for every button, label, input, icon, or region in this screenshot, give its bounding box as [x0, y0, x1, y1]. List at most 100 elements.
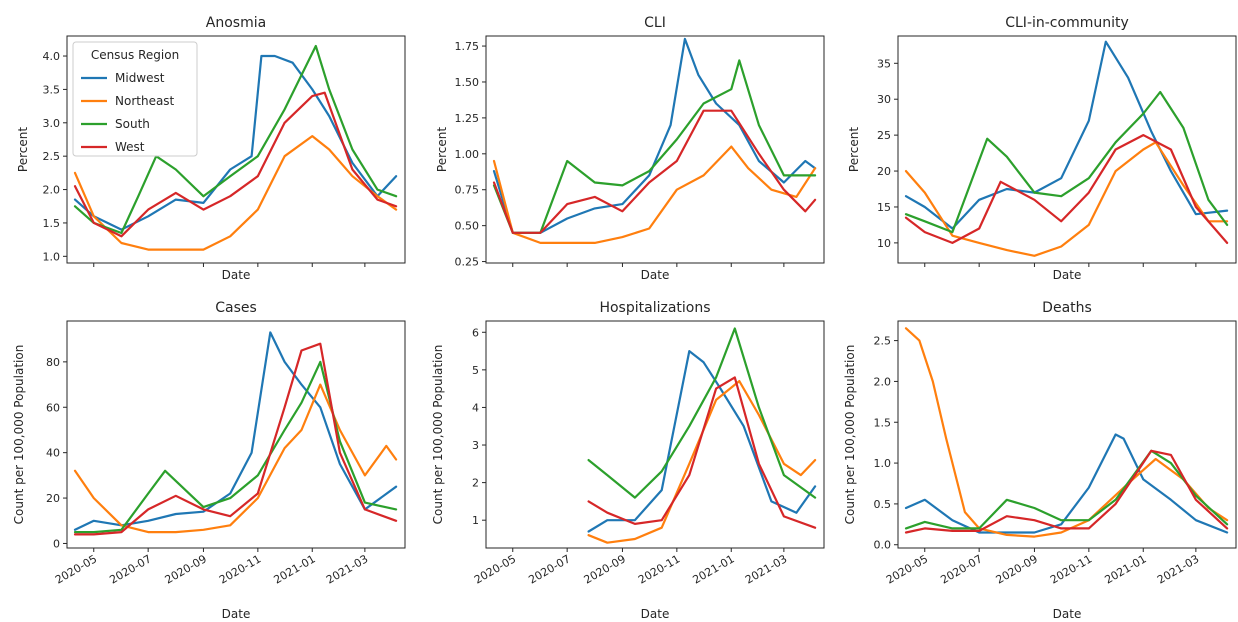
- x-axis-label: Date: [641, 268, 670, 282]
- y-axis-label: Count per 100,000 Population: [843, 345, 857, 525]
- series-line-midwest: [73, 331, 398, 531]
- y-tick-label: 1.25: [455, 112, 480, 125]
- x-tick-label: 2020-07: [526, 552, 572, 586]
- y-tick-label: 30: [877, 93, 891, 106]
- panel-cases: Cases 0 20 40 60 80 2020-05 2020-07 2020-09 2020-…: [12, 300, 406, 621]
- panel-title: CLI: [644, 15, 666, 31]
- y-tick-label: 1.00: [455, 148, 480, 161]
- series-line-west: [904, 449, 1229, 534]
- y-tick-label: 0.0: [874, 539, 892, 552]
- x-tick-label: 2021-01: [1102, 552, 1148, 586]
- x-tick-label: 2020-11: [1048, 552, 1094, 586]
- x-axis-label: Date: [1053, 268, 1082, 282]
- series-line-west: [492, 109, 817, 234]
- panel-anosmia: Anosmia 1.0 1.5 2.0 2.5 3.0 3.5 4.0 Date Percent: [16, 15, 406, 282]
- x-tick-label: 2020-11: [636, 552, 682, 586]
- x-axis-label: Date: [222, 268, 251, 282]
- panel-title: Anosmia: [206, 15, 266, 31]
- series-line-south: [904, 90, 1229, 234]
- plot-frame: [66, 320, 406, 549]
- series-line-northeast: [587, 380, 817, 544]
- y-tick-label: 2.5: [43, 150, 61, 163]
- series-line-south: [73, 44, 398, 235]
- y-tick-label: 0: [53, 537, 60, 550]
- y-tick-label: 20: [877, 165, 891, 178]
- series-line-south: [73, 360, 398, 534]
- panel-deaths: Deaths 0.0 0.5 1.0 1.5 2.0 2.5 2020-05 2020-07 20…: [843, 300, 1237, 621]
- series-line-northeast: [904, 327, 1229, 538]
- y-tick-label: 1.75: [455, 40, 480, 53]
- y-tick-label: 80: [46, 356, 60, 369]
- x-tick-label: 2020-05: [884, 552, 930, 586]
- y-tick-label: 0.75: [455, 184, 480, 197]
- series-line-south: [492, 59, 817, 234]
- series-line-midwest: [904, 433, 1229, 534]
- y-tick-label: 5: [472, 364, 479, 377]
- y-tick-label: 0.50: [455, 220, 480, 233]
- x-axis-label: Date: [1053, 607, 1082, 621]
- legend: Census Region Midwest Northeast South West: [72, 41, 198, 157]
- x-tick-label: 2021-03: [1155, 552, 1201, 586]
- y-axis-label: Count per 100,000 Population: [12, 345, 26, 525]
- x-axis-label: Date: [641, 607, 670, 621]
- y-tick-label: 3.5: [43, 83, 61, 96]
- x-tick-label: 2020-11: [217, 552, 263, 586]
- x-tick-label: 2020-09: [163, 552, 209, 586]
- panel-hospitalizations: Hospitalizations 1 2 3 4 5 6 2020-05 2020-07 2020…: [431, 300, 825, 621]
- plot-frame: [485, 320, 825, 549]
- x-axis-label: Date: [222, 607, 251, 621]
- series-line-west: [587, 376, 817, 529]
- series-line-northeast: [73, 135, 398, 251]
- series-line-west: [73, 342, 398, 536]
- y-tick-label: 1.5: [43, 217, 61, 230]
- x-tick-label: 2021-01: [690, 552, 736, 586]
- panel-title: Deaths: [1042, 300, 1092, 316]
- series-line-west: [73, 91, 398, 238]
- y-tick-label: 2.5: [874, 335, 892, 348]
- y-tick-label: 1.0: [874, 457, 892, 470]
- legend-label-south: South: [115, 117, 150, 131]
- y-tick-label: 4: [472, 401, 479, 414]
- plot-frame: [897, 35, 1237, 264]
- legend-label-west: West: [115, 140, 145, 154]
- x-tick-label: 2020-07: [107, 552, 153, 586]
- series-line-midwest: [904, 40, 1229, 230]
- panel-title: Cases: [215, 300, 257, 316]
- y-axis-label: Percent: [847, 127, 861, 172]
- y-tick-label: 3: [472, 439, 479, 452]
- panel-cli-in-community: CLI-in-community 10 15 20 25 30 35 Date Percent: [847, 15, 1237, 282]
- x-tick-label: 2020-05: [53, 552, 99, 586]
- y-tick-label: 3.0: [43, 117, 61, 130]
- series-line-midwest: [492, 37, 817, 234]
- y-tick-label: 35: [877, 57, 891, 70]
- series-line-south: [904, 449, 1229, 530]
- series-line-midwest: [587, 350, 817, 533]
- y-tick-label: 1: [472, 514, 479, 527]
- plot-frame: [897, 320, 1237, 549]
- y-tick-label: 20: [46, 492, 60, 505]
- y-axis-label: Percent: [16, 127, 30, 172]
- y-tick-label: 0.5: [874, 498, 892, 511]
- y-tick-label: 4.0: [43, 50, 61, 63]
- x-tick-label: 2021-01: [271, 552, 317, 586]
- legend-title: Census Region: [91, 48, 179, 62]
- y-tick-label: 1.5: [874, 416, 892, 429]
- x-tick-label: 2021-03: [743, 552, 789, 586]
- x-tick-label: 2020-07: [938, 552, 984, 586]
- series-line-northeast: [904, 141, 1229, 257]
- panel-cli: CLI 0.25 0.50 0.75 1.00 1.25 1.50 1.75 Date Perce…: [435, 15, 825, 282]
- plot-frame: [66, 35, 406, 264]
- y-tick-label: 6: [472, 326, 479, 339]
- series-line-northeast: [492, 145, 817, 244]
- y-tick-label: 15: [877, 201, 891, 214]
- y-tick-label: 60: [46, 401, 60, 414]
- legend-box: [72, 41, 198, 157]
- x-tick-label: 2021-03: [324, 552, 370, 586]
- y-tick-label: 40: [46, 447, 60, 460]
- y-tick-label: 25: [877, 129, 891, 142]
- y-tick-label: 2: [472, 477, 479, 490]
- y-axis-label: Percent: [435, 127, 449, 172]
- x-tick-label: 2020-05: [472, 552, 518, 586]
- series-line-south: [587, 327, 817, 499]
